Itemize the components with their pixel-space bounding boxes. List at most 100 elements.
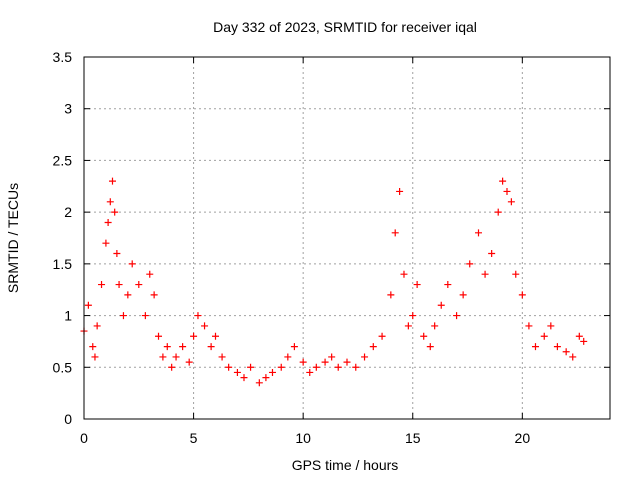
data-point [453,312,461,320]
y-axis-label: SRMTID / TECUs [5,183,21,293]
data-point [459,291,467,299]
data-point [179,343,187,351]
data-point [409,312,417,320]
data-point [255,379,263,387]
data-point [437,301,445,309]
data-point [299,358,307,366]
data-point [369,343,377,351]
data-point [321,358,329,366]
data-point [128,260,136,268]
x-axis-label: GPS time / hours [292,457,399,473]
x-tick-label: 15 [405,430,421,446]
x-tick-label: 0 [80,430,88,446]
chart-title: Day 332 of 2023, SRMTID for receiver iqa… [213,19,477,35]
data-point [343,358,351,366]
y-tick-label: 3 [64,101,72,117]
data-point [104,218,112,226]
data-point [378,332,386,340]
data-point [93,322,101,330]
data-point [218,353,226,361]
data-point [172,353,180,361]
data-point [268,368,276,376]
data-point [361,353,369,361]
data-point [334,363,342,371]
data-point [525,322,533,330]
data-point [488,250,496,258]
data-point [111,208,119,216]
data-point [84,301,92,309]
data-point [413,281,421,289]
data-point [262,374,270,382]
data-point [512,270,520,278]
data-point [312,363,320,371]
data-point [391,229,399,237]
data-point [201,322,209,330]
x-tick-label: 5 [190,430,198,446]
data-point [575,332,583,340]
data-point [89,343,97,351]
data-point [387,291,395,299]
data-point [494,208,502,216]
data-point [352,363,360,371]
data-point [98,281,106,289]
data-point [540,332,548,340]
data-point [481,270,489,278]
data-point [185,358,193,366]
y-tick-label: 0 [64,411,72,427]
data-point [404,322,412,330]
data-point [124,291,132,299]
data-point [547,322,555,330]
data-point [475,229,482,237]
data-point [159,353,167,361]
data-point [431,322,439,330]
y-tick-label: 2 [64,204,72,220]
data-point [562,348,570,356]
data-point [240,374,248,382]
data-point [290,343,298,351]
y-tick-label: 1.5 [53,256,73,272]
data-point [212,332,219,340]
y-tick-label: 1 [64,308,72,324]
data-point [328,353,336,361]
data-point [507,198,515,206]
data-point [115,281,123,289]
data-point [106,198,114,206]
data-point [225,363,233,371]
data-point [155,332,163,340]
data-point [580,337,588,345]
data-points [80,177,588,387]
data-point [306,368,314,376]
x-tick-label: 10 [295,430,311,446]
data-point [207,343,215,351]
data-point [190,332,198,340]
y-tick-label: 2.5 [53,152,73,168]
plot-frame [83,56,611,420]
data-point [163,343,171,351]
data-point [531,343,539,351]
data-point [102,239,110,247]
data-point [518,291,526,299]
data-point [426,343,434,351]
axis-ticks: 0 5 10 15 20 0 0.5 1 1.5 2 2.5 3 3.5 [53,49,610,446]
data-point [569,353,577,361]
data-point [503,187,511,195]
data-point [553,343,561,351]
y-tick-label: 3.5 [53,49,73,65]
data-point [420,332,428,340]
x-tick-label: 20 [515,430,531,446]
data-point [277,363,285,371]
data-point [146,270,154,278]
data-point [233,368,241,376]
data-point [466,260,474,268]
data-point [91,353,99,361]
data-point [247,363,255,371]
data-point [113,250,121,258]
y-tick-label: 0.5 [53,359,73,375]
data-point [444,281,452,289]
data-point [396,187,404,195]
data-point [194,312,202,320]
data-point [499,177,507,185]
data-point [284,353,292,361]
data-point [135,281,143,289]
